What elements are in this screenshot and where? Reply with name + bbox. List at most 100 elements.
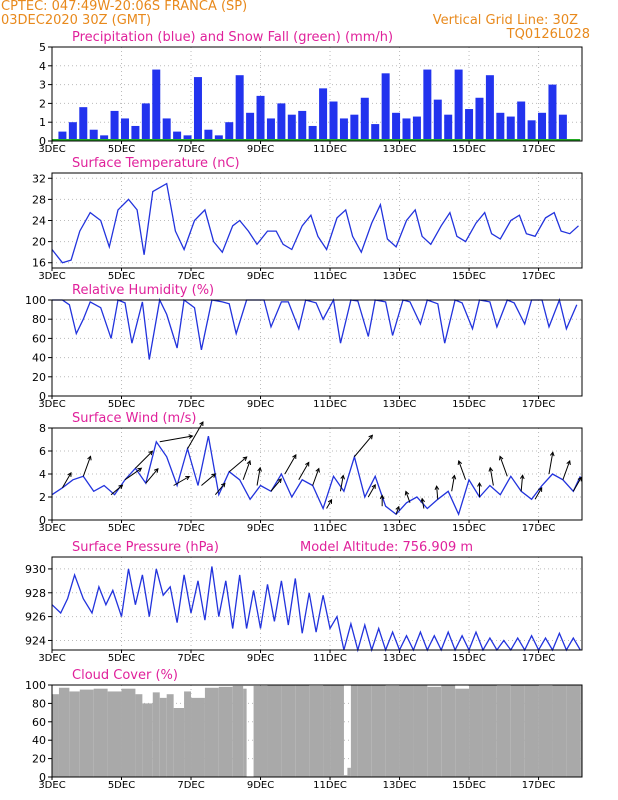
x-tick-label: 13DEC <box>383 653 417 664</box>
wind-arrow <box>548 452 554 475</box>
precip-bar <box>329 101 338 141</box>
cloud-bar <box>191 697 205 777</box>
y-tick-label: 2 <box>39 491 46 504</box>
chart-panel-3 <box>48 297 583 399</box>
wind-arrow-head <box>118 484 124 490</box>
wind-arrow-head <box>188 434 194 439</box>
precip-bar <box>58 131 67 141</box>
wind-arrow <box>270 478 282 492</box>
precip-bar <box>298 110 307 141</box>
wind-arrow <box>145 468 159 484</box>
x-tick-label: 17DEC <box>522 653 556 664</box>
x-tick-label: 3DEC <box>38 399 65 410</box>
precip-bar <box>246 112 255 141</box>
wind-arrow <box>562 460 571 480</box>
wind-arrow <box>395 506 400 515</box>
wind-arrow <box>534 487 543 500</box>
y-tick-label: 0 <box>39 771 46 784</box>
header-grid-note: Vertical Grid Line: 30Z <box>432 13 578 28</box>
cloud-bar <box>427 686 442 777</box>
wind-arrow-head <box>371 483 376 489</box>
precip-bar <box>287 114 296 141</box>
wind-arrow <box>284 454 297 475</box>
wind-arrow-head <box>327 498 333 504</box>
wind-arrow <box>326 499 332 509</box>
wind-arrow <box>173 476 190 486</box>
x-tick-label: 7DEC <box>177 271 204 282</box>
precip-bar <box>152 69 161 141</box>
wind-arrow <box>499 456 508 477</box>
cloud-bar <box>552 685 567 777</box>
wind-arrow-head <box>395 505 400 511</box>
precip-bar <box>350 114 359 141</box>
precip-bar <box>162 118 171 141</box>
wind-arrow-head <box>477 481 482 487</box>
wind-arrow-head <box>577 476 582 482</box>
x-tick-label: 7DEC <box>177 523 204 534</box>
chart-annotation: Model Altitude: 756.909 m <box>300 540 473 555</box>
wind-arrow <box>298 462 310 481</box>
precip-bar <box>412 116 421 141</box>
cloud-bar <box>455 688 470 777</box>
cloud-bar <box>295 685 310 777</box>
precip-bar <box>402 118 411 141</box>
cloud-bar <box>371 685 386 777</box>
y-tick-label: 20 <box>32 753 46 766</box>
y-tick-label: 924 <box>25 634 46 647</box>
cloud-bar <box>142 703 153 777</box>
y-tick-label: 28 <box>32 193 46 206</box>
y-tick-label: 930 <box>25 563 46 576</box>
y-tick-label: 80 <box>32 313 46 326</box>
x-tick-label: 17DEC <box>522 780 556 791</box>
x-tick-label: 15DEC <box>452 780 486 791</box>
chart-panel-6 <box>48 684 583 780</box>
x-tick-label: 11DEC <box>313 523 347 534</box>
wind-arrow <box>201 473 216 486</box>
x-tick-label: 17DEC <box>522 399 556 410</box>
x-tick-label: 13DEC <box>383 780 417 791</box>
cloud-bar <box>267 685 282 777</box>
wind-arrow-head <box>67 472 72 477</box>
cloud-bar <box>482 685 497 777</box>
wind-arrow-head <box>498 455 504 461</box>
precip-bar <box>319 88 328 141</box>
chart-panel-1 <box>48 46 583 144</box>
cloud-bar <box>343 775 348 777</box>
cloud-bar <box>385 685 400 777</box>
wind-arrow-head <box>420 497 426 503</box>
wind-arrow <box>312 468 320 486</box>
cloud-bar <box>323 685 331 777</box>
x-tick-label: 17DEC <box>522 271 556 282</box>
precip-bar <box>360 97 369 141</box>
wind-arrow-head <box>315 467 320 473</box>
precip-bar <box>517 101 526 141</box>
cloud-bar <box>347 767 351 777</box>
precip-bar <box>141 103 150 141</box>
precip-bar <box>392 112 401 141</box>
cloud-bar <box>58 687 70 777</box>
wind-arrow-head <box>404 490 410 496</box>
x-tick-label: 11DEC <box>313 144 347 155</box>
precip-bar <box>433 99 442 141</box>
cloud-bar <box>510 685 525 777</box>
cloud-bar <box>524 685 539 777</box>
precip-bar <box>79 107 88 141</box>
y-tick-label: 4 <box>39 468 46 481</box>
series-line <box>51 182 579 264</box>
x-tick-label: 3DEC <box>38 653 65 664</box>
x-tick-label: 5DEC <box>108 271 135 282</box>
wind-arrow-head <box>185 475 191 481</box>
y-tick-label: 8 <box>39 422 46 435</box>
x-tick-label: 7DEC <box>177 653 204 664</box>
precip-bar <box>381 73 390 141</box>
wind-arrow <box>451 475 455 492</box>
precip-bar <box>110 110 119 141</box>
y-tick-label: 926 <box>25 611 46 624</box>
cloud-bar <box>173 708 185 777</box>
y-tick-label: 80 <box>32 697 46 710</box>
x-tick-label: 11DEC <box>313 271 347 282</box>
cloud-bar <box>566 685 581 777</box>
chart-frame <box>51 299 583 397</box>
precip-bar <box>193 77 202 141</box>
